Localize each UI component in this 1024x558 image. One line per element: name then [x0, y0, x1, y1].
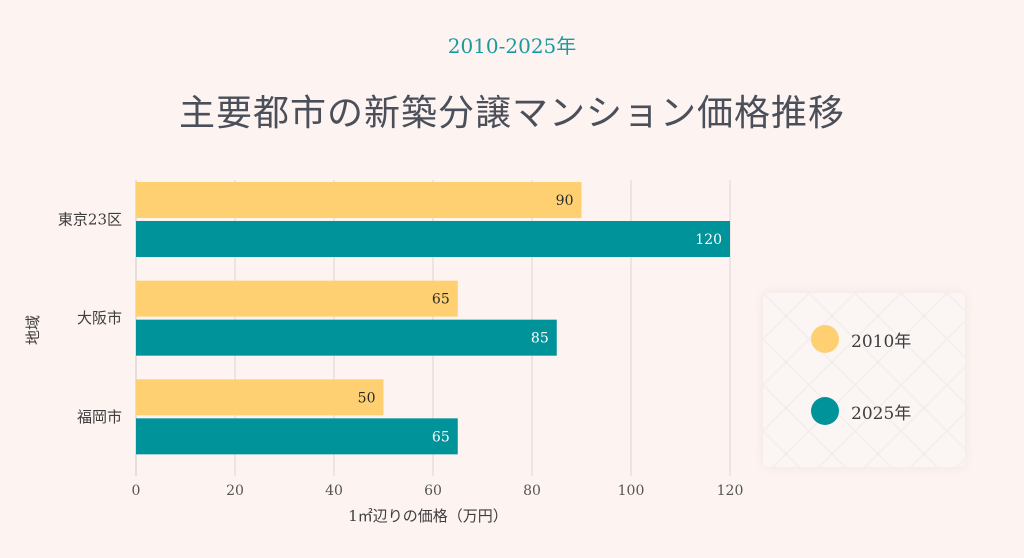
x-tick-label: 120 — [717, 483, 744, 499]
bar-value-label: 120 — [695, 232, 722, 248]
bar — [136, 379, 384, 416]
x-tick-label: 20 — [226, 483, 244, 499]
y-axis-title: 地域 — [24, 315, 42, 345]
x-tick-label: 60 — [424, 483, 442, 499]
bar-value-label: 65 — [432, 429, 450, 445]
legend-item-2010: 2010年 — [811, 325, 911, 353]
x-tick-label: 80 — [523, 483, 541, 499]
bar — [136, 182, 582, 218]
chart-title: 主要都市の新築分譲マンション価格推移 — [178, 93, 845, 134]
category-label: 大阪市 — [77, 309, 122, 327]
bar-value-label: 50 — [358, 390, 376, 406]
bar — [136, 280, 458, 317]
bar-value-label: 85 — [531, 331, 549, 347]
chart-legend: 2010年 2025年 — [763, 293, 965, 467]
bar — [136, 221, 730, 257]
bar — [136, 418, 458, 455]
bar — [136, 319, 557, 356]
legend-item-2025: 2025年 — [811, 397, 911, 425]
x-tick-label: 0 — [132, 483, 141, 499]
x-tick-label: 40 — [325, 483, 343, 499]
category-label: 東京23区 — [58, 211, 122, 229]
bar-value-label: 65 — [432, 292, 450, 308]
legend-label-2025: 2025年 — [851, 403, 912, 424]
legend-swatch-2025 — [811, 397, 839, 425]
x-tick-label: 100 — [618, 483, 645, 499]
legend-swatch-2010 — [811, 325, 839, 353]
chart-subtitle: 2010-2025年 — [447, 34, 577, 58]
legend-label-2010: 2010年 — [851, 331, 912, 352]
bar-value-label: 90 — [556, 193, 574, 209]
x-axis-title: 1㎡辺りの価格（万円） — [348, 507, 508, 525]
category-label: 福岡市 — [77, 408, 122, 426]
